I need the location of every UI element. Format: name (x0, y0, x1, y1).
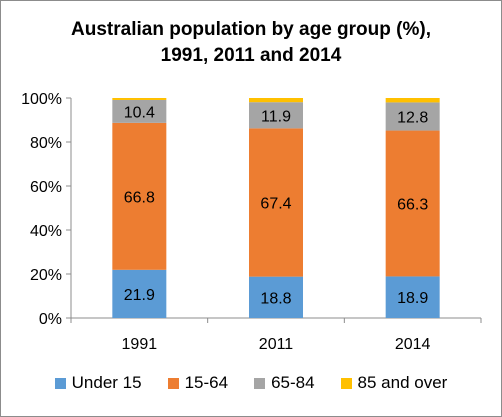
data-label: 10.4 (124, 104, 155, 121)
bar-segment (249, 98, 303, 103)
data-label: 66.3 (397, 196, 428, 213)
bar-segment (249, 102, 303, 129)
chart-title-line-1: Australian population by age group (%), (71, 19, 431, 40)
bar-segment (112, 99, 167, 123)
legend-swatch-15-64 (167, 377, 179, 389)
chart-title: Australian population by age group (%), … (1, 17, 501, 69)
legend-label-85-and-over: 85 and over (357, 373, 448, 392)
data-label: 21.9 (124, 287, 155, 304)
y-tick-label: 0% (39, 311, 62, 328)
bar-segment (249, 128, 303, 277)
data-label: 18.9 (397, 290, 428, 307)
x-tick-label: 2011 (259, 336, 294, 353)
data-label: 67.4 (260, 196, 291, 213)
legend-label-15-64: 15-64 (184, 373, 229, 392)
legend-swatch-65-84 (254, 377, 266, 389)
bar-segment (385, 102, 440, 131)
legend-item-15-64: 15-64 (167, 373, 229, 393)
data-label: 18.8 (260, 290, 291, 307)
y-tick-label: 80% (30, 135, 62, 152)
legend-item-85-and-over: 85 and over (340, 373, 448, 393)
bar-segment (385, 276, 440, 318)
data-label: 11.9 (261, 108, 291, 125)
legend-label-under-15: Under 15 (71, 373, 142, 392)
y-tick-label: 60% (30, 179, 62, 196)
bar-segment (385, 130, 440, 277)
x-tick-label: 2014 (395, 336, 431, 353)
data-label: 12.8 (397, 109, 428, 126)
legend-swatch-85-and-over (340, 377, 352, 389)
x-tick-label: 1991 (122, 336, 158, 353)
data-label: 66.8 (124, 189, 155, 206)
bar-segment (249, 276, 303, 318)
bar-segment (112, 269, 167, 318)
legend-item-65-84: 65-84 (254, 373, 315, 393)
chart-title-line-2: 1991, 2011 and 2014 (160, 45, 342, 66)
legend-swatch-under-15 (54, 377, 66, 389)
bar-segment (112, 98, 167, 100)
legend: Under 15 15-64 65-84 85 and over (1, 373, 501, 393)
bar-segment (385, 98, 440, 103)
y-tick-label: 100% (21, 91, 62, 108)
bar-segment (112, 122, 167, 270)
legend-label-65-84: 65-84 (271, 373, 315, 392)
legend-item-under-15: Under 15 (54, 373, 142, 393)
y-tick-label: 20% (30, 267, 62, 284)
y-tick-label: 40% (30, 223, 62, 240)
